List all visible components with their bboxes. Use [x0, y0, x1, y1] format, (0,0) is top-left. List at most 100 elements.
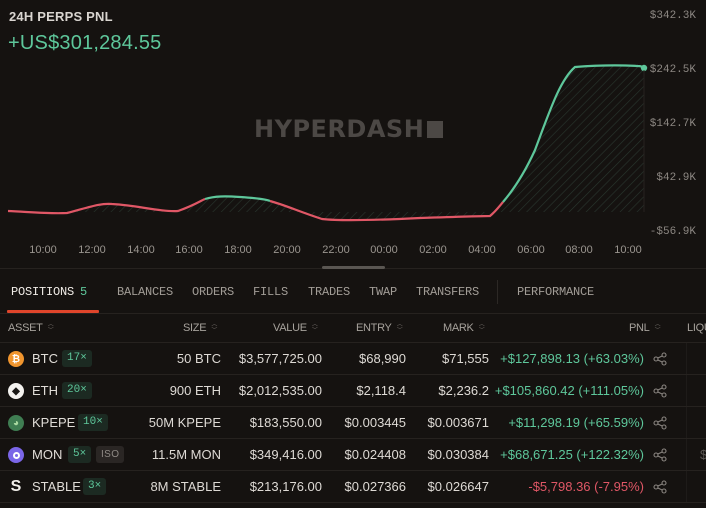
- liquidation-column: [686, 375, 706, 406]
- column-header-liquidation[interactable]: LIQU: [687, 322, 706, 334]
- x-tick: 00:00: [370, 244, 398, 256]
- asset-name: ETH: [32, 383, 58, 398]
- mark-price: $0.026647: [427, 479, 489, 494]
- entry-price: $0.024408: [344, 447, 406, 462]
- x-tick: 22:00: [322, 244, 350, 256]
- positions-table-body: ₿ BTC 17× 50 BTC $3,577,725.00 $68,990 $…: [0, 343, 706, 503]
- positions-tab-bar: POSITIONS 5 BALANCES ORDERS FILLS TRADES …: [0, 270, 706, 314]
- resize-drag-handle[interactable]: [322, 266, 385, 269]
- mark-price: $0.030384: [427, 447, 489, 462]
- tab-twap[interactable]: TWAP: [369, 285, 398, 299]
- asset-name: STABLE: [32, 479, 81, 494]
- tab-separator: [497, 280, 498, 304]
- x-tick: 04:00: [468, 244, 496, 256]
- asset-name: MON: [32, 447, 63, 462]
- current-point-marker: [640, 64, 648, 72]
- position-size: 11.5M MON: [151, 447, 221, 462]
- share-icon[interactable]: [653, 416, 667, 430]
- column-header-asset[interactable]: ASSET ︿ ﹀: [8, 322, 55, 334]
- x-tick: 14:00: [127, 244, 155, 256]
- sort-icon: ︿ ﹀: [211, 322, 218, 334]
- x-tick: 08:00: [565, 244, 593, 256]
- header-label: ENTRY: [356, 322, 392, 334]
- share-icon[interactable]: [653, 384, 667, 398]
- liquidation-column: [686, 407, 706, 438]
- tab-transfers[interactable]: TRANSFERS: [416, 285, 480, 299]
- share-icon[interactable]: [653, 480, 667, 494]
- leverage-badge: 3×: [83, 478, 107, 495]
- position-size: 900 ETH: [169, 383, 221, 398]
- sort-icon: ︿ ﹀: [478, 322, 485, 334]
- pnl-value: +$127,898.13 (+63.03%): [500, 351, 644, 366]
- x-tick: 02:00: [419, 244, 447, 256]
- position-value: $183,550.00: [249, 415, 322, 430]
- entry-price: $68,990: [359, 351, 406, 366]
- x-tick: 20:00: [273, 244, 301, 256]
- leverage-badge: 5×: [68, 446, 92, 463]
- asset-name: BTC: [32, 351, 58, 366]
- table-row[interactable]: ₿ BTC 17× 50 BTC $3,577,725.00 $68,990 $…: [0, 343, 706, 375]
- tab-trades[interactable]: TRADES: [308, 285, 351, 299]
- pnl-value: +$68,671.25 (+122.32%): [500, 447, 644, 462]
- header-label: MARK: [443, 322, 474, 334]
- x-tick: 10:00: [614, 244, 642, 256]
- x-tick: 16:00: [175, 244, 203, 256]
- column-header-value[interactable]: VALUE ︿ ﹀: [273, 322, 319, 334]
- entry-price: $0.003445: [344, 415, 406, 430]
- tab-orders[interactable]: ORDERS: [192, 285, 235, 299]
- pnl-chart-panel: 24H PERPS PNL +US$301,284.55 HYPERDASH $…: [0, 0, 706, 268]
- column-header-mark[interactable]: MARK ︿ ﹀: [443, 322, 486, 334]
- table-row[interactable]: ◕ KPEPE 10× 50M KPEPE $183,550.00 $0.003…: [0, 407, 706, 439]
- bitcoin-icon: ₿: [8, 351, 24, 367]
- leverage-badge: 20×: [62, 382, 92, 399]
- total-pnl-value: +US$301,284.55: [8, 32, 162, 54]
- tab-positions[interactable]: POSITIONS 5: [11, 285, 87, 299]
- position-size: 50 BTC: [176, 351, 221, 366]
- share-icon[interactable]: [653, 448, 667, 462]
- mark-price: $71,555: [442, 351, 489, 366]
- tab-label: POSITIONS: [11, 285, 75, 299]
- mark-price: $2,236.2: [438, 383, 489, 398]
- y-axis: $342.3K $242.5K $142.7K $42.9K -$56.9K: [626, 0, 696, 250]
- tab-fills[interactable]: FILLS: [253, 285, 289, 299]
- pnl-value: +$105,860.42 (+111.05%): [494, 383, 644, 398]
- header-label: SIZE: [183, 322, 207, 334]
- tab-balances[interactable]: BALANCES: [117, 285, 174, 299]
- leverage-badge: 10×: [78, 414, 108, 431]
- pepe-icon: ◕: [8, 415, 24, 431]
- table-row[interactable]: MON 5× ISO 11.5M MON $349,416.00 $0.0244…: [0, 439, 706, 471]
- x-tick: 06:00: [517, 244, 545, 256]
- position-value: $213,176.00: [249, 479, 322, 494]
- sort-icon: ︿ ﹀: [47, 322, 54, 334]
- pnl-line-chart[interactable]: [0, 0, 706, 268]
- liquidation-column: [686, 471, 706, 502]
- share-icon[interactable]: [653, 352, 667, 366]
- liquidation-column: [686, 439, 706, 470]
- column-header-size[interactable]: SIZE ︿ ﹀: [183, 322, 218, 334]
- ethereum-icon: ◆: [8, 383, 24, 399]
- column-header-entry[interactable]: ENTRY ︿ ﹀: [356, 322, 404, 334]
- hyperdash-watermark: HYPERDASH: [254, 115, 444, 143]
- positions-count-badge: 5: [80, 285, 88, 299]
- leverage-badge: 17×: [62, 350, 92, 367]
- position-value: $349,416.00: [249, 447, 322, 462]
- tab-performance[interactable]: PERFORMANCE: [517, 285, 595, 299]
- position-size: 8M STABLE: [150, 479, 221, 494]
- table-row[interactable]: ◆ ETH 20× 900 ETH $2,012,535.00 $2,118.4…: [0, 375, 706, 407]
- watermark-text: HYPERDASH: [254, 115, 425, 143]
- chart-title: 24H PERPS PNL: [9, 9, 113, 24]
- x-tick: 10:00: [29, 244, 57, 256]
- x-axis: 10:00 12:00 14:00 16:00 18:00 20:00 22:0…: [0, 244, 706, 260]
- watermark-square-icon: [427, 120, 444, 138]
- x-tick: 12:00: [78, 244, 106, 256]
- sort-icon: ︿ ﹀: [311, 322, 318, 334]
- asset-name: KPEPE: [32, 415, 76, 430]
- table-row[interactable]: S STABLE 3× 8M STABLE $213,176.00 $0.027…: [0, 471, 706, 503]
- position-size: 50M KPEPE: [148, 415, 221, 430]
- y-tick: $342.3K: [649, 10, 696, 22]
- column-header-pnl[interactable]: PNL ︿ ﹀: [629, 322, 662, 334]
- y-tick: $142.7K: [649, 118, 696, 130]
- liquidation-column: [686, 343, 706, 374]
- liquidation-price: $: [700, 447, 706, 462]
- stable-icon: S: [10, 478, 22, 495]
